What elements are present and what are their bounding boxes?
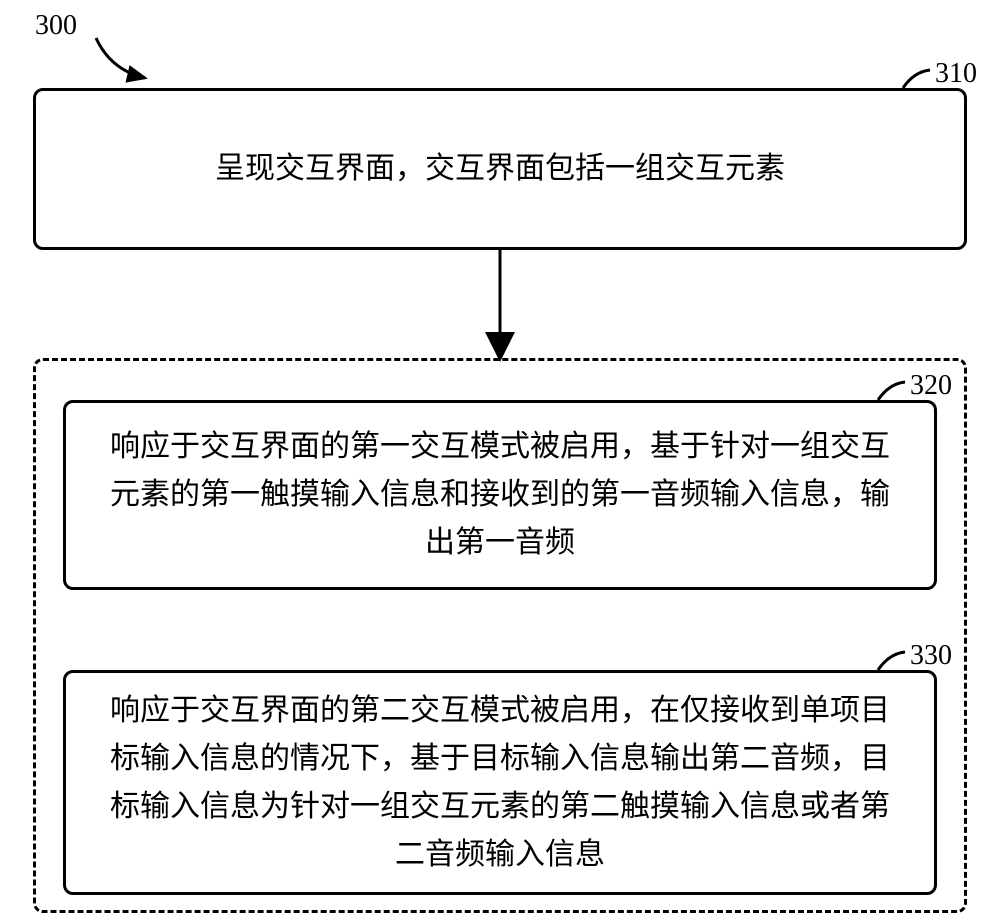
box-320-callout [878, 382, 938, 422]
box-320-text: 响应于交互界面的第一交互模式被启用，基于针对一组交互元素的第一触摸输入信息和接收… [96, 423, 904, 567]
box-310-callout [903, 70, 963, 110]
flowchart-box-330: 响应于交互界面的第二交互模式被启用，在仅接收到单项目标输入信息的情况下，基于目标… [63, 670, 937, 895]
flowchart-box-310: 呈现交互界面，交互界面包括一组交互元素 [33, 88, 967, 250]
flow-arrow-down [480, 250, 520, 365]
box-330-text: 响应于交互界面的第二交互模式被启用，在仅接收到单项目标输入信息的情况下，基于目标… [96, 687, 904, 879]
flowchart-box-320: 响应于交互界面的第一交互模式被启用，基于针对一组交互元素的第一触摸输入信息和接收… [63, 400, 937, 590]
box-330-callout [878, 652, 938, 692]
box-310-text: 呈现交互界面，交互界面包括一组交互元素 [215, 145, 785, 193]
figure-number-label: 300 [35, 10, 77, 42]
